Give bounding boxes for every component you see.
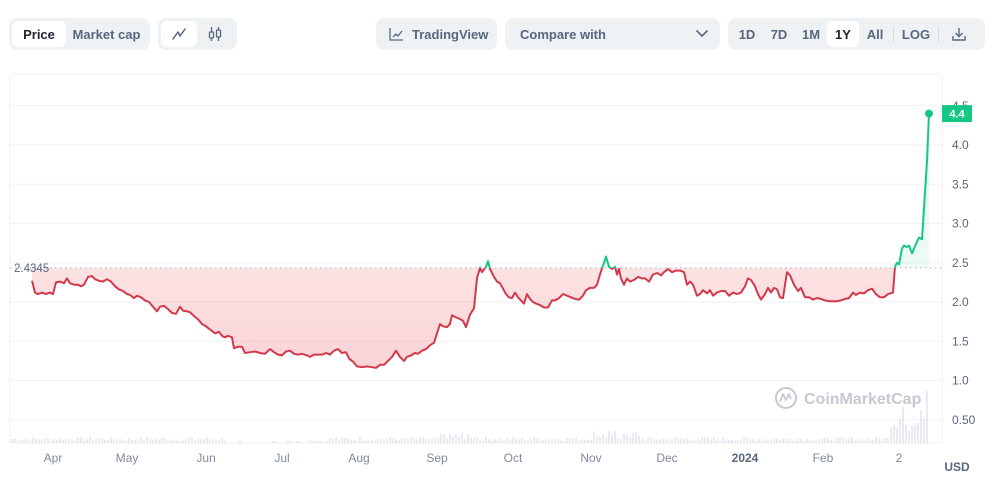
currency-label: USD — [944, 460, 970, 474]
line-chart-button[interactable] — [161, 21, 197, 47]
divider — [893, 26, 894, 42]
y-tick-label: 4.0 — [952, 138, 969, 152]
x-axis: Apr May Jun Jul Aug Sep Oct Nov Dec 2024 Feb 2 — [44, 451, 903, 465]
y-tick-label: 1.5 — [952, 334, 969, 348]
chart-gridlines — [10, 105, 942, 421]
watermark: CoinMarketCap — [775, 387, 922, 409]
chart-style-toggle — [158, 18, 237, 50]
price-tab[interactable]: Price — [12, 21, 66, 47]
volume-bars — [11, 391, 928, 443]
current-price-badge: 4.4 — [942, 105, 972, 123]
range-1y-button[interactable]: 1Y — [827, 21, 859, 47]
candlestick-chart-button[interactable] — [197, 21, 233, 47]
range-all-button[interactable]: All — [866, 26, 884, 42]
y-tick-label: 3.5 — [952, 177, 969, 191]
range-1m-button[interactable]: 1M — [801, 26, 821, 42]
x-tick-label: Aug — [348, 451, 369, 465]
x-tick-label: Jul — [274, 451, 289, 465]
download-button[interactable] — [941, 21, 977, 47]
market-cap-tab[interactable]: Market cap — [72, 26, 141, 42]
price-line-above — [478, 113, 930, 268]
compare-with-label: Compare with — [520, 26, 606, 42]
area-below-baseline — [32, 267, 929, 368]
tradingview-label: TradingView — [412, 26, 489, 42]
baseline-label: 2.4345 — [14, 263, 49, 275]
current-price-dot — [925, 109, 933, 118]
line-chart-icon — [172, 28, 186, 40]
x-tick-label: May — [116, 451, 139, 465]
compare-with-dropdown[interactable]: Compare with — [505, 18, 720, 50]
tradingview-button[interactable]: TradingView — [376, 18, 497, 50]
y-tick-label: 3.0 — [952, 217, 969, 231]
chart-type-toggle: Price Market cap — [9, 18, 150, 50]
range-7d-button[interactable]: 7D — [770, 26, 788, 42]
chevron-down-icon — [696, 30, 708, 38]
x-tick-label: Nov — [580, 451, 601, 465]
y-tick-label: 2.5 — [952, 256, 969, 270]
download-icon — [952, 28, 966, 41]
x-tick-label: Apr — [44, 451, 63, 465]
y-axis: 4.54.03.53.02.52.01.51.00.50 — [952, 99, 976, 427]
x-tick-label: Oct — [504, 451, 523, 465]
price-line-below — [31, 267, 896, 369]
price-chart[interactable]: CoinMarketCap 2.4345 4.54.03.53.02.52.01… — [0, 60, 994, 480]
x-tick-label: Jun — [196, 451, 215, 465]
x-tick-label: Dec — [656, 451, 677, 465]
y-tick-label: 1.0 — [952, 374, 969, 388]
x-tick-label: Feb — [813, 451, 834, 465]
divider — [938, 26, 939, 42]
plot-border — [9, 73, 943, 444]
y-tick-label: 2.0 — [952, 295, 969, 309]
tradingview-icon — [389, 28, 403, 41]
candlestick-icon — [208, 27, 222, 41]
area-above-baseline — [479, 113, 929, 268]
log-scale-button[interactable]: LOG — [901, 26, 931, 42]
svg-text:CoinMarketCap: CoinMarketCap — [804, 391, 922, 408]
time-range-toggle: 1D 7D 1M 1Y All LOG — [728, 18, 985, 50]
x-tick-label: Sep — [426, 451, 448, 465]
range-1d-button[interactable]: 1D — [738, 26, 756, 42]
x-tick-label: 2 — [896, 451, 903, 465]
y-tick-label: 0.50 — [952, 413, 976, 427]
x-tick-label: 2024 — [732, 451, 759, 465]
svg-text:4.4: 4.4 — [949, 109, 965, 121]
